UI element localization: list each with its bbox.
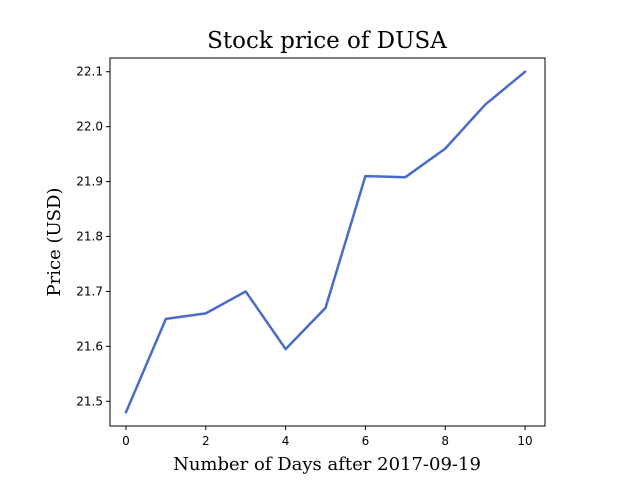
y-tick-label: 21.6: [76, 339, 103, 353]
x-tick-label: 8: [441, 434, 449, 448]
x-tick-label: 4: [282, 434, 290, 448]
x-tick-label: 2: [202, 434, 210, 448]
chart-title: Stock price of DUSA: [207, 28, 447, 54]
y-tick-label: 22.0: [76, 120, 103, 134]
price-line: [124, 70, 527, 414]
y-axis: 21.5 21.6 21.7 21.8 21.9 22.0 22.1: [76, 65, 110, 408]
y-axis-label: Price (USD): [44, 188, 65, 297]
y-tick-label: 21.9: [76, 175, 103, 189]
x-tick-label: 6: [362, 434, 370, 448]
x-tick-label: 0: [122, 434, 130, 448]
y-tick-label: 22.1: [76, 65, 103, 79]
y-tick-label: 21.7: [76, 284, 103, 298]
y-tick-label: 21.5: [76, 394, 103, 408]
plot-frame: [109, 57, 546, 427]
x-axis: 0 2 4 6 8 10: [122, 426, 533, 448]
x-axis-label: Number of Days after 2017-09-19: [173, 454, 481, 475]
x-tick-label: 10: [517, 434, 532, 448]
y-tick-label: 21.8: [76, 230, 103, 244]
